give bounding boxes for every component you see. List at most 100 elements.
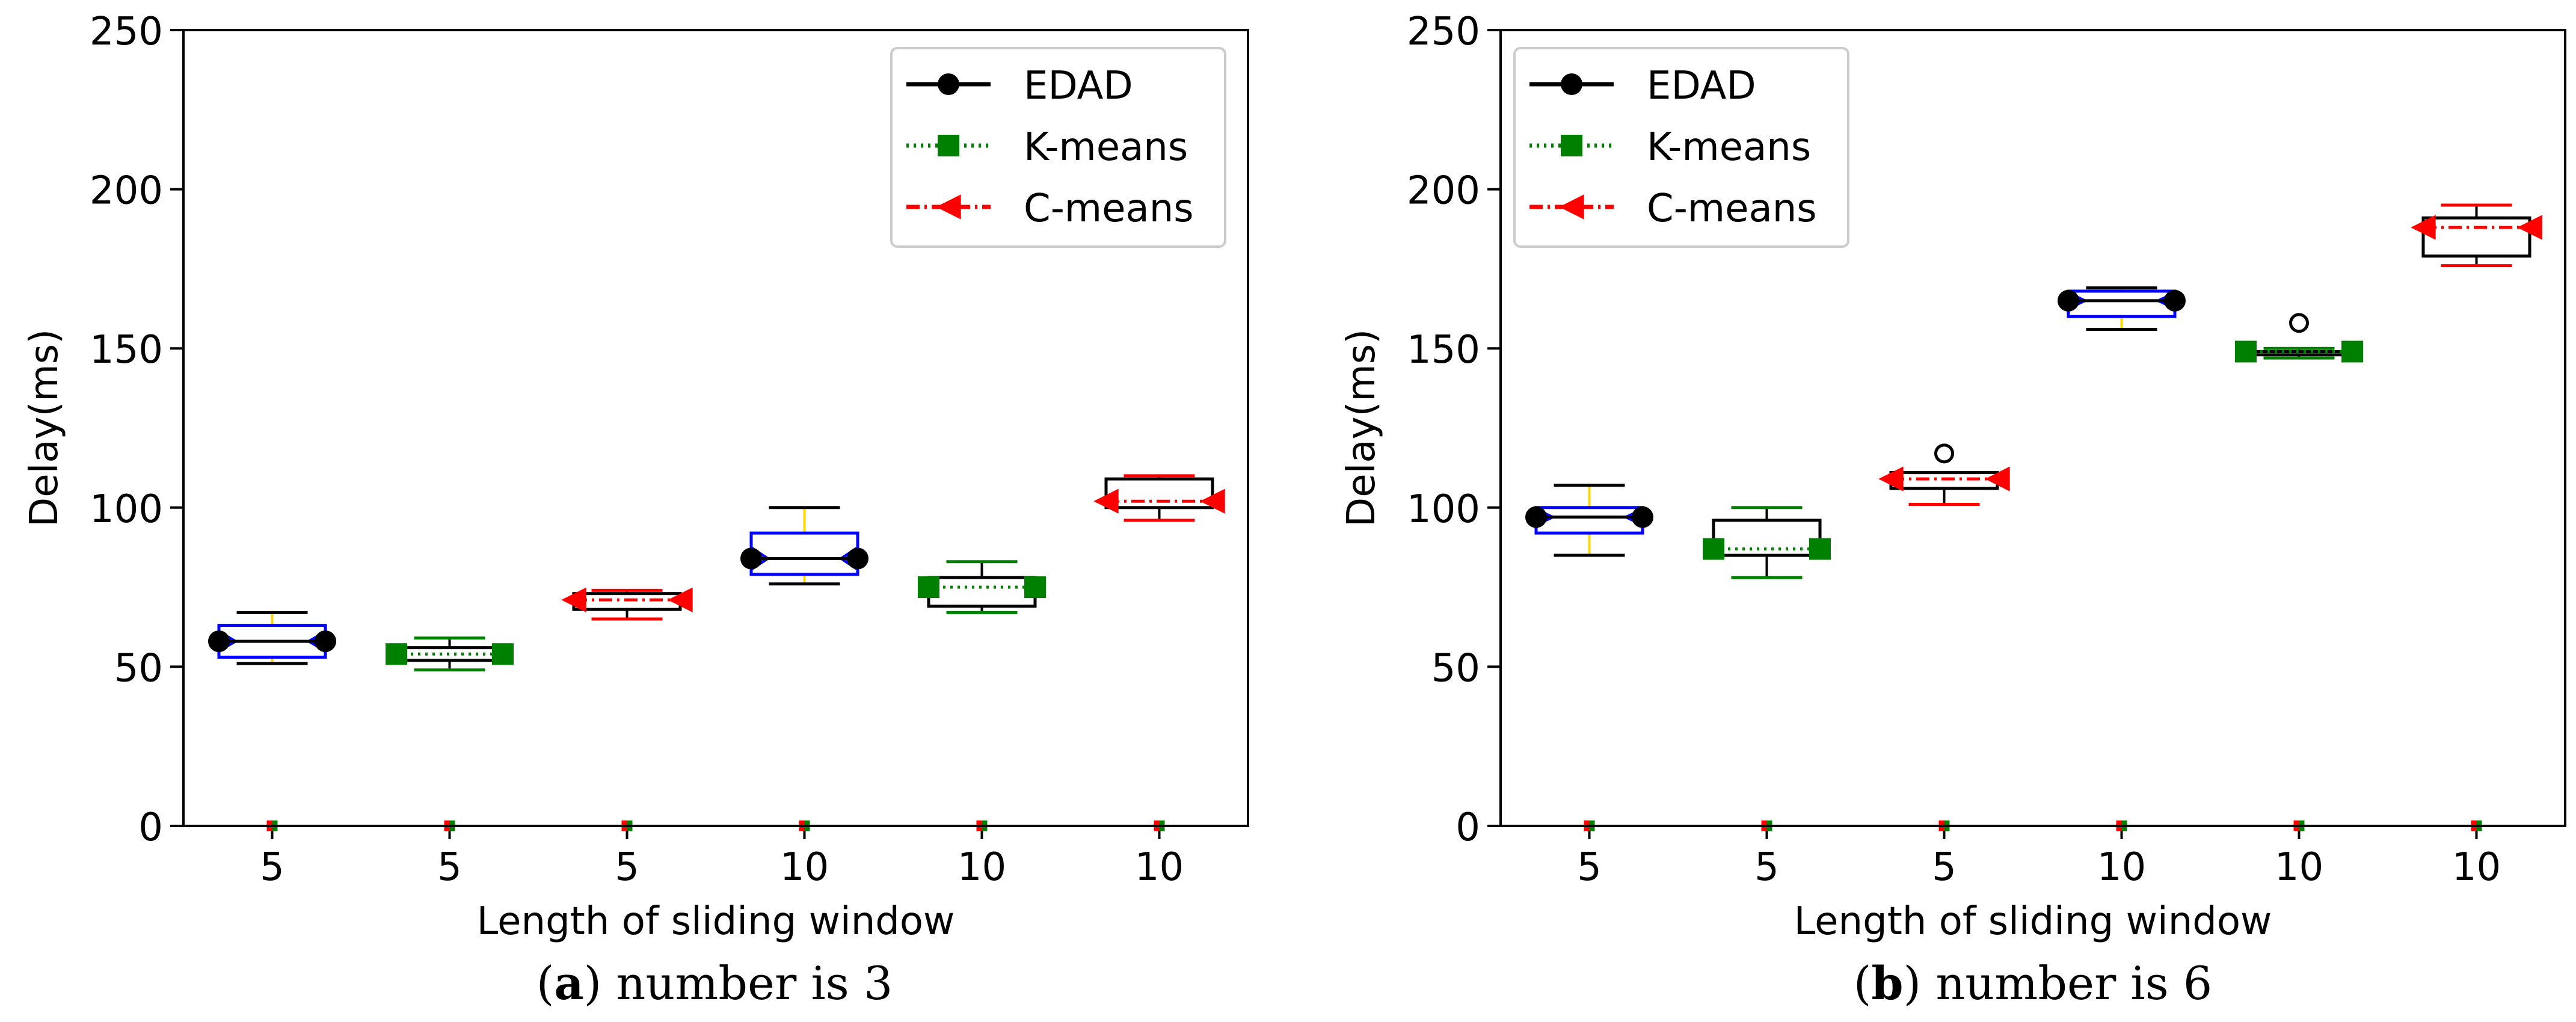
panel-a-box-1 [386,636,514,831]
box-body [572,592,682,611]
legend-box [890,47,1226,248]
panel-b-ytick-label-1: 50 [1431,646,1480,691]
median-marker-left [2411,215,2436,240]
panel-a-legend: EDAD K-means C-means [890,47,1226,248]
median-marker-left [918,576,939,599]
panel-b-ytick-label-2: 100 [1407,487,1480,532]
median-marker-right [1809,538,1831,560]
caption-b-text: number is 6 [1935,956,2213,1010]
panel-b-ylabel: Delay(ms) [1339,329,1384,527]
panel-b-ytick-label-3: 150 [1407,328,1480,372]
panel-a-ytick-label-3: 150 [90,328,163,372]
panel-b-xtick-label-0: 5 [1577,845,1602,890]
legend-marker-1 [1561,135,1582,156]
panel-a-ytick-label-0: 0 [138,805,163,850]
panel-a-frame [182,29,1249,827]
legend-label-0: EDAD [1024,64,1133,108]
box-body [1534,506,1644,535]
outlier-0 [1934,443,1954,464]
panel-a-ytick-label-5: 250 [90,10,163,54]
caption-a-label: a [554,956,584,1010]
legend-marker-0 [1561,73,1582,95]
legend-marker-2 [1559,194,1584,220]
median-marker-left [740,547,762,570]
panel-a-xtick-label-0: 5 [260,845,284,890]
median-marker-left [1093,488,1119,514]
panel-b-xtick-label-3: 10 [2097,845,2146,890]
median-marker-right [668,587,693,612]
panel-a-ytick-label-2: 100 [90,487,163,532]
median-marker-right [1024,576,1046,599]
median-marker-right [2341,340,2363,363]
median-marker-right [1200,488,1225,514]
box-body [749,531,859,576]
panel-b-xtick-label-4: 10 [2275,845,2323,890]
panel-a-xtick-label-5: 10 [1135,845,1184,890]
legend-marker-0 [938,73,959,95]
median-marker-right [1985,466,2010,491]
panel-a-ytick-label-1: 50 [114,646,163,691]
outlier-0 [2289,313,2309,333]
median-marker-left [2058,289,2079,312]
panel-b-xtick-label-2: 5 [1932,845,1957,890]
legend-label-2: C-means [1647,186,1817,231]
panel-a-xtick-label-2: 5 [615,845,639,890]
legend-label-0: EDAD [1647,64,1756,108]
legend-marker-2 [936,194,961,220]
panel-b-xtick-label-5: 10 [2452,845,2501,890]
panel-a-xtick-label-4: 10 [958,845,1006,890]
box-body [927,576,1037,608]
median-marker-left [386,643,407,665]
panel-b-box-1 [1703,506,1831,831]
panel-a-xlabel: Length of sliding window [477,899,955,944]
panel-b-ytick-label-4: 200 [1407,169,1480,214]
median-marker-left [208,630,230,653]
panel-b-box-3 [2058,286,2186,831]
panel-a-ylabel: Delay(ms) [22,329,67,527]
median-marker-right [1632,506,1653,528]
legend-label-1: K-means [1647,125,1811,170]
caption-b-label: b [1871,956,1904,1010]
panel-a-xtick-label-3: 10 [780,845,829,890]
panel-b-xlabel: Length of sliding window [1794,899,2272,944]
box-body [2067,289,2177,318]
median-marker-left [1878,466,1904,491]
legend-label-1: K-means [1024,125,1188,170]
panel-b-xtick-label-1: 5 [1754,845,1779,890]
legend-marker-1 [938,135,959,156]
panel-b-frame [1499,29,2566,827]
panel-a-box-3 [740,506,868,831]
panel-b-box-4 [2235,313,2363,831]
panel-b-ytick-label-0: 0 [1456,805,1480,850]
panel-a-box-5 [1093,474,1225,831]
caption-a-text: number is 3 [616,956,893,1010]
box-body [217,624,327,659]
legend-label-2: C-means [1024,186,1194,231]
box-body [1712,519,1822,557]
panel-b-ytick-label-5: 250 [1407,10,1480,54]
median-marker-right [315,630,336,653]
caption-b: (b) number is 6 [1853,956,2213,1010]
panel-a-box-4 [918,560,1046,831]
panel-b-legend: EDAD K-means C-means [1513,47,1849,248]
median-marker-left [1525,506,1547,528]
median-marker-left [2235,340,2257,363]
panel-a-xtick-label-1: 5 [437,845,462,890]
median-marker-right [492,643,514,665]
panel-a-box-2 [561,587,693,831]
legend-box [1513,47,1849,248]
median-marker-left [1703,538,1724,560]
panel-a-ytick-label-4: 200 [90,169,163,214]
panel-a-box-0 [208,611,336,831]
panel-b-box-5 [2411,203,2542,831]
caption-a: (a) number is 3 [536,956,893,1010]
panel-b-box-0 [1525,484,1653,831]
median-marker-right [2517,215,2542,240]
box-body [1889,471,1999,490]
box-body [1104,477,1214,509]
box-body [2421,216,2531,258]
median-marker-right [2164,289,2186,312]
